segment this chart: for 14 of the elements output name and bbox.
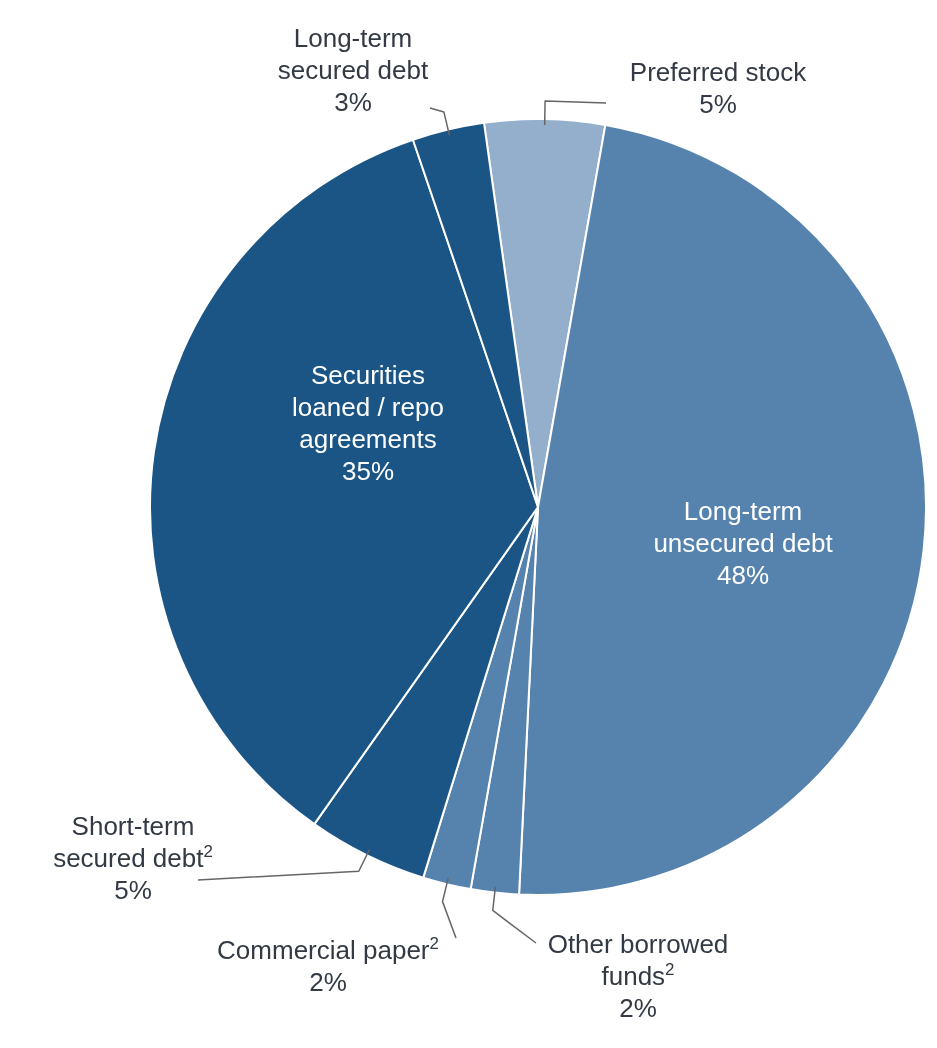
slice-label: Securities loaned / repo agreements — [291, 359, 445, 455]
data-label: 3% — [333, 86, 373, 118]
data-label: 2% — [618, 992, 658, 1024]
slice-label: Commercial paper$^{2}$ — [216, 934, 440, 966]
data-label: 2% — [308, 966, 348, 998]
data-label: 5% — [698, 88, 738, 120]
data-label: 48% — [715, 559, 770, 591]
data-label: 5% — [113, 874, 153, 906]
slice-label: Long-term unsecured debt — [652, 495, 834, 559]
data-label: 35% — [340, 455, 395, 487]
slice-label: Long-term secured debt — [276, 22, 430, 86]
slice-label: Short-term secured debt$^{2}$ — [52, 810, 214, 874]
slice-label: Other borrowed funds$^{2}$ — [546, 928, 730, 992]
slice-label: Preferred stock — [628, 56, 808, 88]
